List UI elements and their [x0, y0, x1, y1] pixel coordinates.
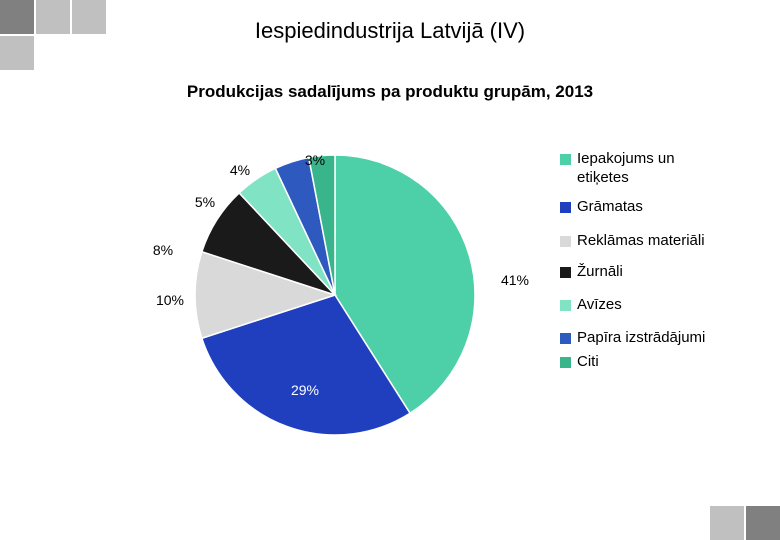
slice-data-label: 10% — [156, 292, 184, 308]
decor-square — [710, 506, 744, 540]
slice-data-label: 8% — [153, 242, 173, 258]
legend-label: Žurnāli — [577, 263, 623, 282]
legend-item: Avīzes — [560, 296, 727, 315]
chart-subtitle: Produkcijas sadalījums pa produktu grupā… — [0, 82, 780, 102]
legend-item: Grāmatas — [560, 198, 727, 217]
legend-swatch — [560, 267, 571, 278]
legend-item: Citi — [560, 353, 727, 372]
legend-label: Papīra izstrādājumi — [577, 329, 705, 348]
legend-swatch — [560, 300, 571, 311]
legend-item: Papīra izstrādājumi — [560, 329, 727, 348]
legend-label: Citi — [577, 353, 599, 372]
page-title: Iespiedindustrija Latvijā (IV) — [0, 18, 780, 44]
legend-item: Žurnāli — [560, 263, 727, 282]
legend-label: Reklāmas materiāli — [577, 232, 705, 251]
legend-item: Iepakojums un etiķetes — [560, 150, 727, 188]
legend-swatch — [560, 357, 571, 368]
decor-square — [746, 506, 780, 540]
legend-item: Reklāmas materiāli — [560, 232, 727, 251]
slice-data-label: 3% — [305, 152, 325, 168]
corner-decor-bottom-right — [710, 506, 780, 540]
slice-data-label: 5% — [195, 194, 215, 210]
legend-label: Avīzes — [577, 296, 622, 315]
legend-label: Iepakojums un etiķetes — [577, 150, 727, 188]
legend-swatch — [560, 333, 571, 344]
slice-data-label: 4% — [230, 162, 250, 178]
slice-data-label: 41% — [501, 272, 529, 288]
legend-label: Grāmatas — [577, 198, 643, 217]
legend: Iepakojums un etiķetes Grāmatas Reklāmas m… — [560, 150, 727, 378]
pie-svg: 41%29%10%8%5%4%3% — [170, 130, 500, 460]
pie-chart: 41%29%10%8%5%4%3% — [170, 130, 500, 460]
legend-swatch — [560, 236, 571, 247]
legend-swatch — [560, 202, 571, 213]
slice-data-label: 29% — [291, 382, 319, 398]
legend-swatch — [560, 154, 571, 165]
